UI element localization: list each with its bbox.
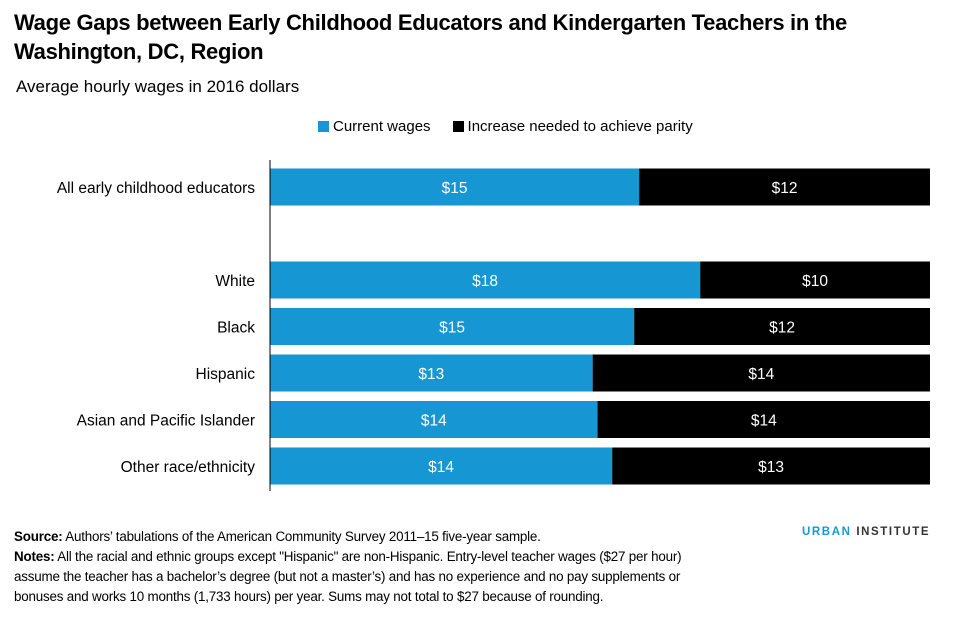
urban-institute-logo: URBAN INSTITUTE: [802, 526, 930, 538]
logo-part-2: INSTITUTE: [856, 526, 931, 538]
data-label: $15: [439, 320, 465, 337]
data-label: $14: [421, 413, 447, 430]
legend-item-current: Current wages: [318, 118, 431, 135]
data-label: $14: [428, 459, 454, 476]
bar-increase: [639, 168, 930, 206]
legend-label-increase: Increase needed to achieve parity: [467, 118, 693, 135]
data-label: $13: [758, 459, 784, 476]
data-label: $13: [418, 366, 444, 383]
bar-current: [270, 447, 613, 485]
chart-subtitle: Average hourly wages in 2016 dollars: [16, 77, 300, 96]
data-label: $10: [802, 273, 828, 290]
category-label: White: [215, 273, 255, 290]
bar-current: [270, 261, 701, 299]
category-label: Asian and Pacific Islander: [77, 413, 255, 430]
bar-increase: [612, 447, 930, 485]
legend: Current wages Increase needed to achieve…: [318, 118, 693, 135]
notes-text: All the racial and ethnic groups except …: [14, 549, 682, 604]
bar-increase: [592, 354, 930, 392]
notes: Notes: All the racial and ethnic groups …: [14, 547, 714, 607]
data-label: $18: [472, 273, 498, 290]
category-label: Other race/ethnicity: [121, 459, 256, 476]
notes-label: Notes:: [14, 549, 55, 564]
bar-current: [270, 308, 635, 345]
data-label: $12: [769, 320, 795, 337]
category-label: All early childhood educators: [57, 180, 255, 197]
source-label: Source:: [14, 529, 63, 544]
category-label: Black: [217, 320, 255, 337]
data-label: $14: [748, 366, 774, 383]
bar-current: [270, 168, 640, 206]
logo-part-1: URBAN: [802, 526, 852, 538]
footnotes: Source: Authors’ tabulations of the Amer…: [14, 527, 714, 607]
bar-current: [270, 354, 593, 392]
data-label: $14: [751, 413, 777, 430]
data-label: $15: [442, 180, 468, 197]
legend-swatch-current: [318, 121, 329, 132]
data-label: $12: [772, 180, 798, 197]
source-text: Authors’ tabulations of the American Com…: [62, 529, 541, 544]
bar-increase: [700, 261, 930, 299]
category-label: Hispanic: [196, 366, 256, 383]
legend-label-current: Current wages: [333, 118, 431, 135]
bar-current: [270, 401, 598, 438]
chart-title: Wage Gaps between Early Childhood Educat…: [14, 10, 847, 64]
legend-item-increase: Increase needed to achieve parity: [452, 118, 693, 135]
bar-increase: [634, 308, 930, 345]
legend-swatch-increase: [452, 121, 464, 132]
source-note: Source: Authors’ tabulations of the Amer…: [14, 527, 714, 547]
bar-increase: [597, 401, 930, 438]
